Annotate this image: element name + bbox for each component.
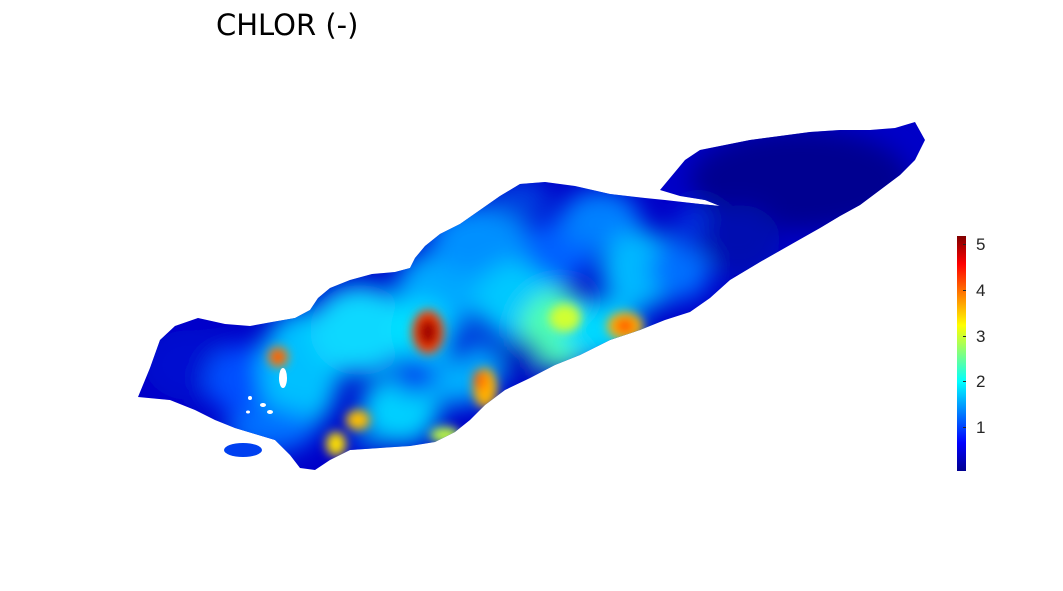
colorbar-tick [963,244,966,245]
colorbar [957,236,966,471]
colorbar-tick-label: 1 [976,418,986,437]
colorbar-tick-label: 2 [976,372,986,391]
colorbar-tick-label: 3 [976,327,986,346]
colorbar-tick-label: 5 [976,235,986,254]
colorbar-tick [963,381,966,382]
pelee-island [224,443,262,457]
colorbar-tick [963,427,966,428]
colorbar-tick [963,336,966,337]
lake-surface [138,122,925,470]
colorbar-tick [963,290,966,291]
map-title: CHLOR (-) [216,8,359,42]
colorbar-tick-label: 4 [976,281,986,300]
